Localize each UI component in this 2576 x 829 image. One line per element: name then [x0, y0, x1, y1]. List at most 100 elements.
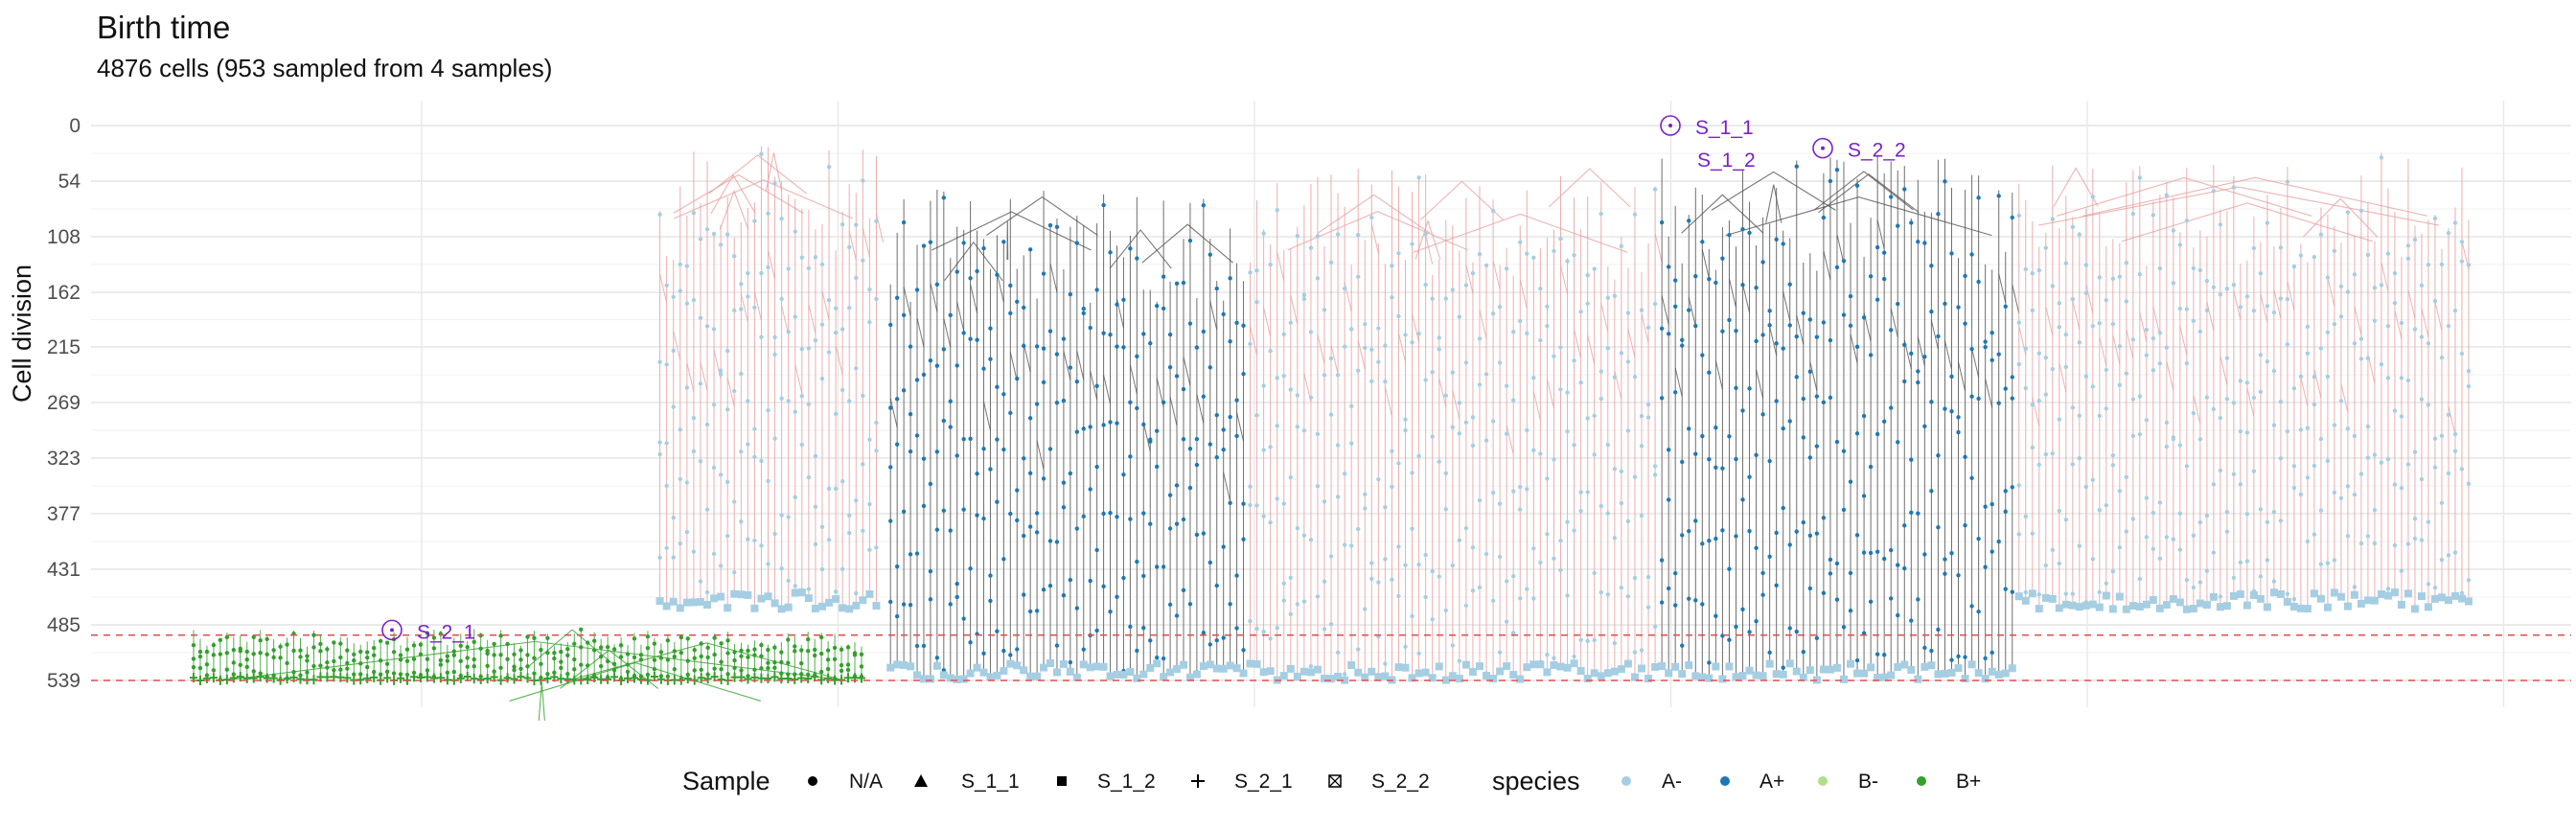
tree-node: [378, 658, 383, 663]
tree-node: [1625, 594, 1631, 599]
tree-leaf-marker: [1483, 671, 1491, 679]
tree-node: [1585, 416, 1590, 421]
sample-marker-dot: [1668, 124, 1672, 127]
tree-node: [1889, 596, 1894, 601]
tree-node: [1922, 552, 1927, 557]
tree-node: [2218, 222, 2223, 227]
tree-leaf-marker: [1874, 674, 1882, 682]
tree-node: [2003, 304, 2008, 309]
tree-node: [1315, 484, 1321, 489]
tree-branch: [2085, 285, 2094, 314]
tree-leaf-marker: [1954, 664, 1963, 673]
tree-node: [586, 640, 590, 645]
tree-leaf-marker: [717, 674, 725, 684]
tree-branch: [1317, 334, 1325, 364]
tree-node: [1969, 604, 1974, 609]
tree-node: [1416, 175, 1421, 180]
tree-node: [1734, 328, 1738, 334]
sample-marker-dot: [390, 628, 394, 633]
tree-node: [2191, 533, 2196, 539]
tree-node: [1916, 380, 1920, 385]
tree-leaf-marker: [269, 673, 278, 683]
tree-leaf-marker: [2108, 605, 2117, 613]
tree-node: [565, 653, 570, 658]
tree-leaf-marker: [1658, 661, 1667, 670]
tree-node: [799, 255, 805, 260]
tree-node: [325, 665, 330, 670]
tree-node: [1545, 323, 1550, 329]
tree-leaf-marker: [1253, 659, 1261, 668]
tree-node: [384, 640, 390, 645]
tree-node: [2345, 210, 2351, 215]
tree-node: [371, 645, 377, 651]
tree-node: [1841, 507, 1847, 513]
tree-node: [1027, 609, 1033, 614]
tree-leaf-marker: [2122, 605, 2130, 613]
tree-node: [2144, 495, 2150, 500]
tree-node: [2358, 541, 2364, 546]
tree-node: [786, 266, 791, 271]
tree-node: [1834, 561, 1840, 566]
tree-node: [1652, 464, 1658, 469]
tree-leaf-marker: [1259, 668, 1268, 677]
tree-node: [1027, 247, 1033, 252]
tree-node: [2083, 374, 2089, 379]
tree-node: [1363, 321, 1368, 327]
tree-node: [1963, 522, 1967, 528]
tree-leaf-marker: [476, 674, 485, 684]
tree-node: [1814, 394, 1820, 399]
tree-branch: [1036, 440, 1045, 470]
legend-key-species-b-plus: [1906, 762, 1937, 800]
tree-node: [1572, 654, 1576, 659]
tree-node: [901, 509, 907, 514]
tree-node: [1747, 474, 1752, 479]
tree-node: [338, 655, 343, 660]
tree-node: [1510, 489, 1516, 494]
tree-node: [786, 515, 791, 519]
tree-node: [318, 663, 323, 668]
tree-node: [1315, 431, 1321, 437]
tree-leaf-marker: [1752, 671, 1760, 679]
tree-node: [672, 649, 678, 654]
tree-node: [1801, 519, 1806, 525]
tree-node: [1889, 405, 1894, 410]
tree-node: [1403, 427, 1408, 433]
tree-leaf-marker: [2128, 602, 2137, 610]
tree-node: [813, 338, 818, 343]
tree-node: [2050, 284, 2056, 288]
tree-node: [204, 662, 210, 667]
tree-branch: [2053, 167, 2099, 207]
tree-node: [2231, 401, 2237, 405]
tree-leaf-marker: [510, 674, 518, 684]
tree-leaf-marker: [470, 674, 478, 684]
tree-leaf-marker: [1040, 663, 1048, 672]
tree-node: [1605, 346, 1610, 351]
tree-node: [1463, 360, 1469, 365]
tree-node: [1214, 454, 1219, 460]
tree-leaf-marker: [1052, 668, 1061, 677]
tree-node: [1194, 345, 1200, 350]
tree-node: [1410, 471, 1414, 475]
tree-node: [799, 442, 805, 448]
tree-leaf-marker: [343, 673, 352, 683]
tree-node: [1034, 402, 1040, 406]
tree-leaf-marker: [1617, 665, 1625, 674]
tree-node: [238, 649, 242, 654]
tree-branch: [1814, 171, 1914, 211]
tree-leaf-marker: [1086, 663, 1094, 672]
tree-branch: [538, 681, 545, 721]
tree-node: [1687, 596, 1691, 601]
tree-node: [2332, 248, 2337, 254]
tree-node: [2211, 406, 2217, 412]
tree-node: [705, 655, 710, 660]
tree-node: [1074, 606, 1080, 610]
tree-node: [2385, 587, 2391, 591]
tree-node: [1922, 355, 1927, 359]
tree-node: [2305, 426, 2311, 430]
tree-leaf-marker: [669, 597, 678, 606]
tree-branch: [996, 273, 1004, 303]
tree-node: [793, 672, 797, 677]
tree-leaf-marker: [1732, 673, 1740, 681]
tree-node: [505, 656, 510, 662]
tree-node: [1807, 369, 1813, 374]
